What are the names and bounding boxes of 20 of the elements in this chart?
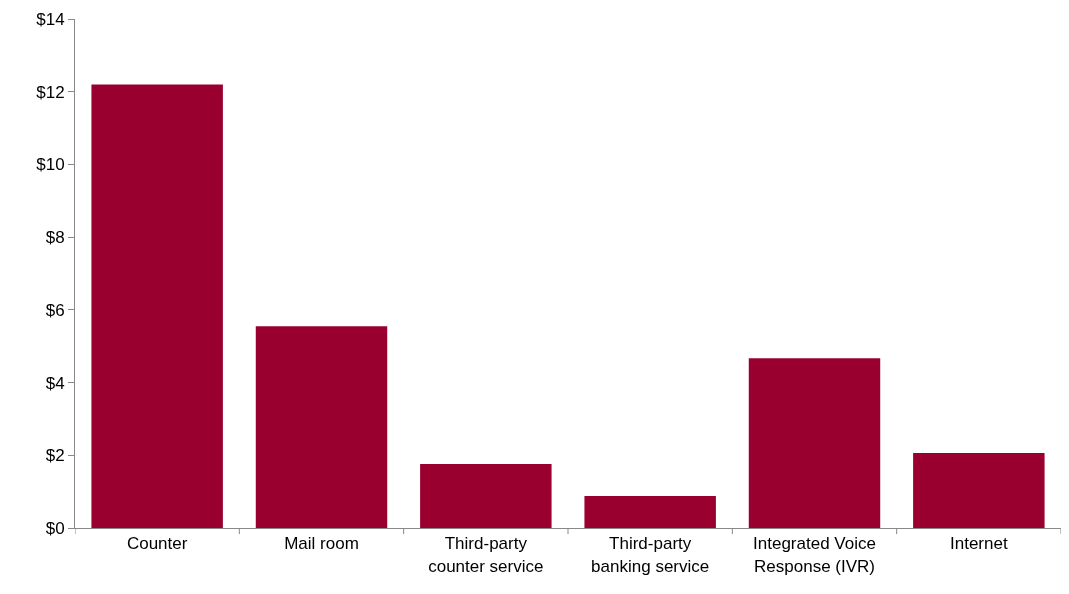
x-tick-label: Counter	[126, 534, 188, 554]
bar	[255, 326, 388, 528]
y-tick-label: $14	[36, 9, 65, 29]
y-tick-label: $8	[45, 228, 65, 248]
bar	[91, 84, 223, 528]
y-tick-label: $12	[36, 82, 65, 102]
bar	[913, 453, 1045, 528]
y-tick-label: $4	[45, 373, 65, 393]
y-tick-label: $2	[45, 446, 65, 466]
x-tick-label: Mail room	[284, 534, 359, 554]
x-tick-label: Internet	[950, 534, 1008, 554]
y-tick-label: $6	[45, 300, 65, 320]
bar	[748, 358, 881, 528]
x-tick-label: Third-party banking service	[591, 534, 710, 576]
y-tick-label: $0	[45, 518, 65, 538]
bar	[584, 496, 716, 528]
bar	[420, 464, 552, 528]
x-tick-label: Third-party counter service	[428, 534, 544, 576]
x-tick-label: Integrated Voice Response (IVR)	[753, 534, 876, 576]
y-tick-label: $10	[36, 155, 65, 175]
